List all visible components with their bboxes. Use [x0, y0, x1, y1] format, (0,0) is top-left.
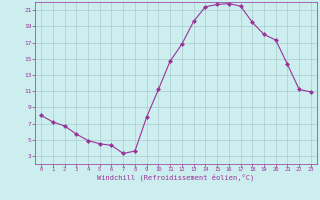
X-axis label: Windchill (Refroidissement éolien,°C): Windchill (Refroidissement éolien,°C) [97, 174, 255, 181]
